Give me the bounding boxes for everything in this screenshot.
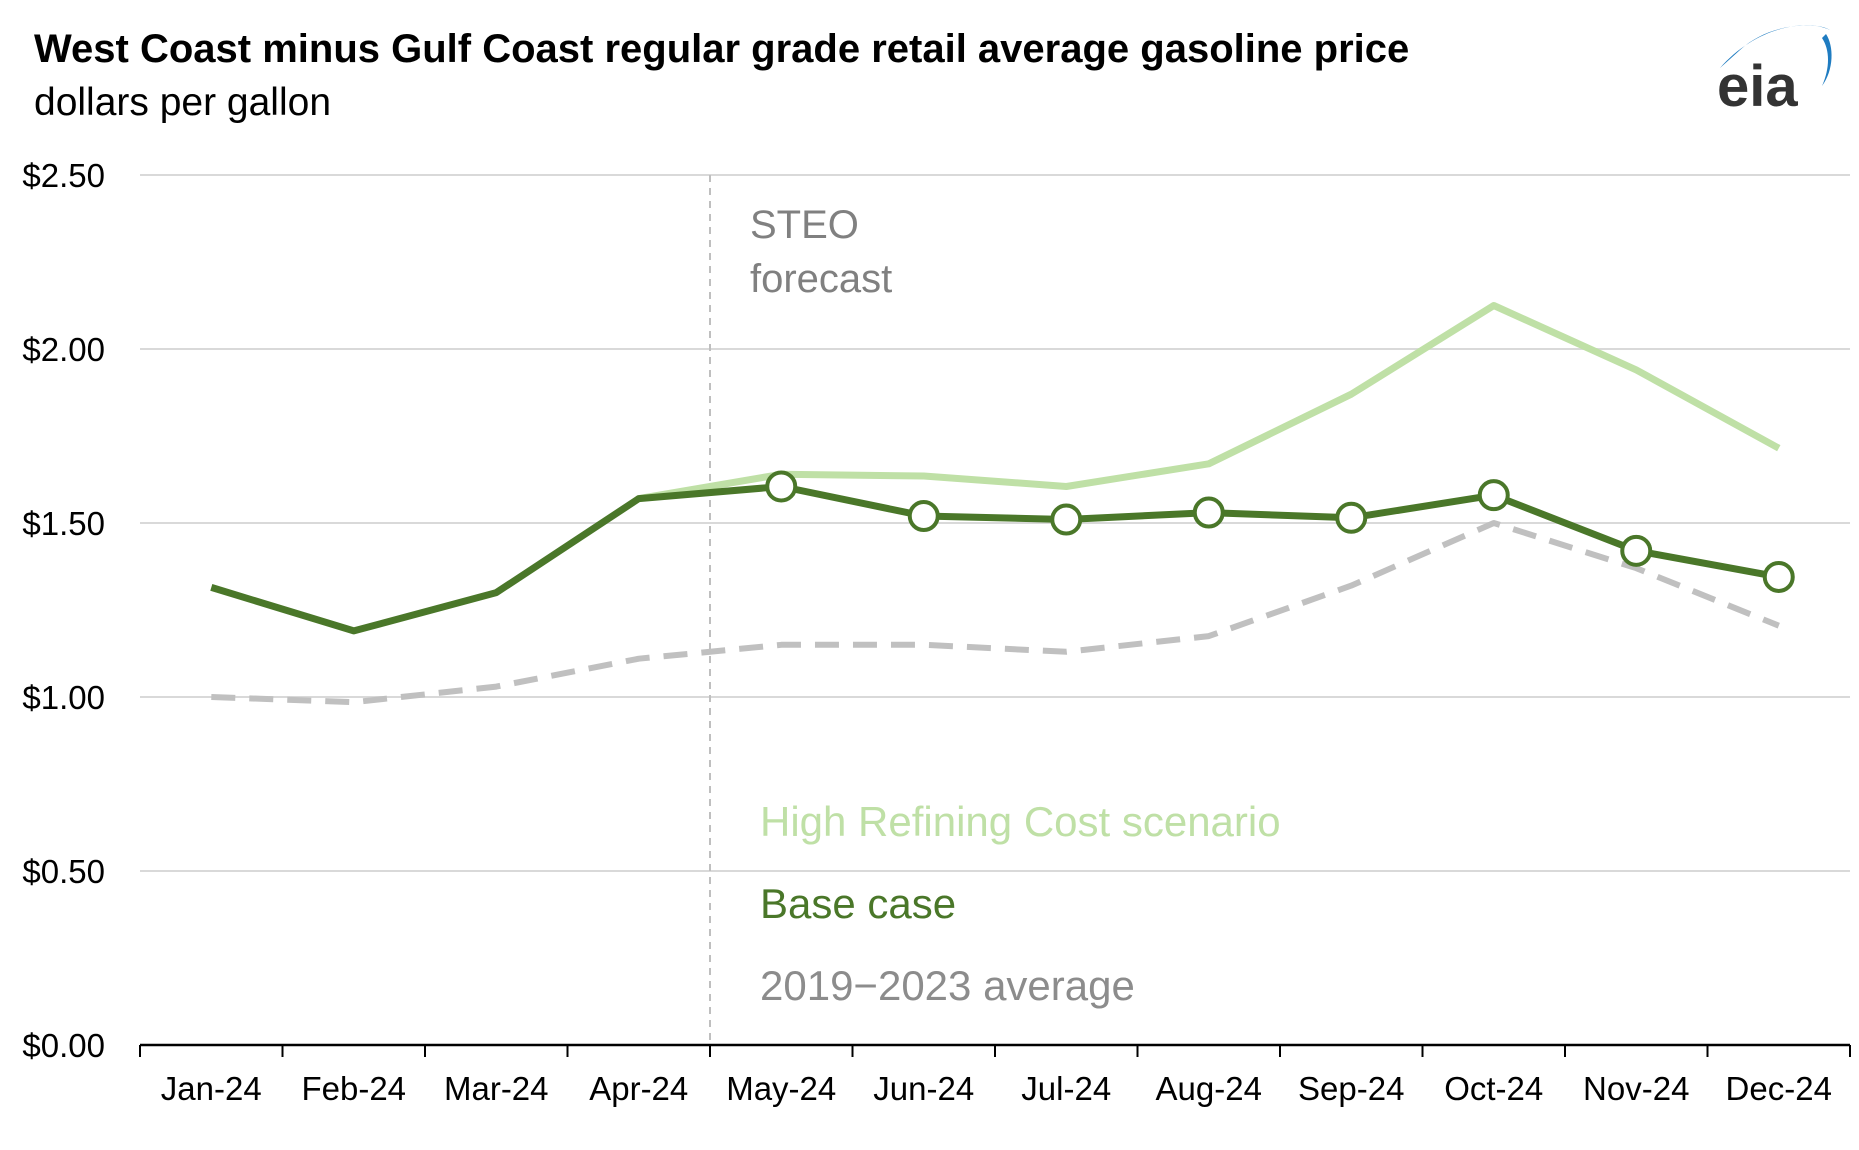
y-tick-label: $2.00	[22, 331, 105, 368]
gridlines	[140, 174, 1850, 872]
data-point-marker	[1050, 503, 1083, 536]
data-point-marker	[1477, 479, 1510, 512]
eia-logo: eia	[1717, 25, 1832, 119]
data-point-marker	[1620, 534, 1653, 567]
data-point-marker	[907, 500, 940, 533]
data-point-marker	[1335, 501, 1368, 534]
y-tick-label: $0.50	[22, 853, 105, 890]
legend-item: 2019−2023 average	[760, 962, 1135, 1009]
x-tick-label: Dec-24	[1726, 1070, 1832, 1107]
y-tick-label: $1.00	[22, 679, 105, 716]
data-point-marker	[765, 470, 798, 503]
data-point-marker	[1762, 560, 1795, 593]
chart-title: West Coast minus Gulf Coast regular grad…	[34, 27, 1409, 71]
legend: High Refining Cost scenario Base case 2019…	[760, 798, 1281, 1009]
x-tick-label: Aug-24	[1156, 1070, 1262, 1107]
x-tick-label: Mar-24	[444, 1070, 549, 1107]
x-tick-label: Sep-24	[1298, 1070, 1404, 1107]
x-tick-label: Nov-24	[1583, 1070, 1689, 1107]
legend-item: Base case	[760, 880, 956, 927]
eia-logo-text: eia	[1717, 54, 1798, 119]
x-tick-label: Jan-24	[161, 1070, 262, 1107]
x-axis: Jan-24 Feb-24 Mar-24 Apr-24 May-24 Jun-24 Jul-…	[139, 1043, 1851, 1107]
annotation-text: forecast	[750, 257, 892, 301]
x-tick-label: Feb-24	[301, 1070, 406, 1107]
x-tick-label: May-24	[726, 1070, 836, 1107]
data-point-marker	[1192, 496, 1225, 529]
x-tick-label: Oct-24	[1444, 1070, 1543, 1107]
series	[210, 302, 1795, 706]
y-axis: $0.00 $0.50 $1.00 $1.50 $2.00 $2.50	[22, 157, 105, 1064]
annotation-text: STEO	[750, 203, 859, 247]
x-tick-label: Apr-24	[589, 1070, 688, 1107]
y-tick-label: $0.00	[22, 1027, 105, 1064]
series-line-base-case	[210, 483, 1780, 635]
header: West Coast minus Gulf Coast regular grad…	[34, 27, 1409, 124]
series-line-high-refining-cost-scenario	[638, 302, 1781, 503]
chart-subtitle: dollars per gallon	[34, 81, 331, 124]
series-line-2019-2023-average	[211, 520, 1780, 706]
x-tick-label: Jun-24	[873, 1070, 974, 1107]
y-tick-label: $2.50	[22, 157, 105, 194]
legend-item: High Refining Cost scenario	[760, 798, 1281, 845]
forecast-annotation: STEO forecast	[750, 203, 892, 301]
eia-logo-swoosh-tail	[1822, 34, 1832, 86]
x-tick-label: Jul-24	[1021, 1070, 1111, 1107]
y-tick-label: $1.50	[22, 505, 105, 542]
